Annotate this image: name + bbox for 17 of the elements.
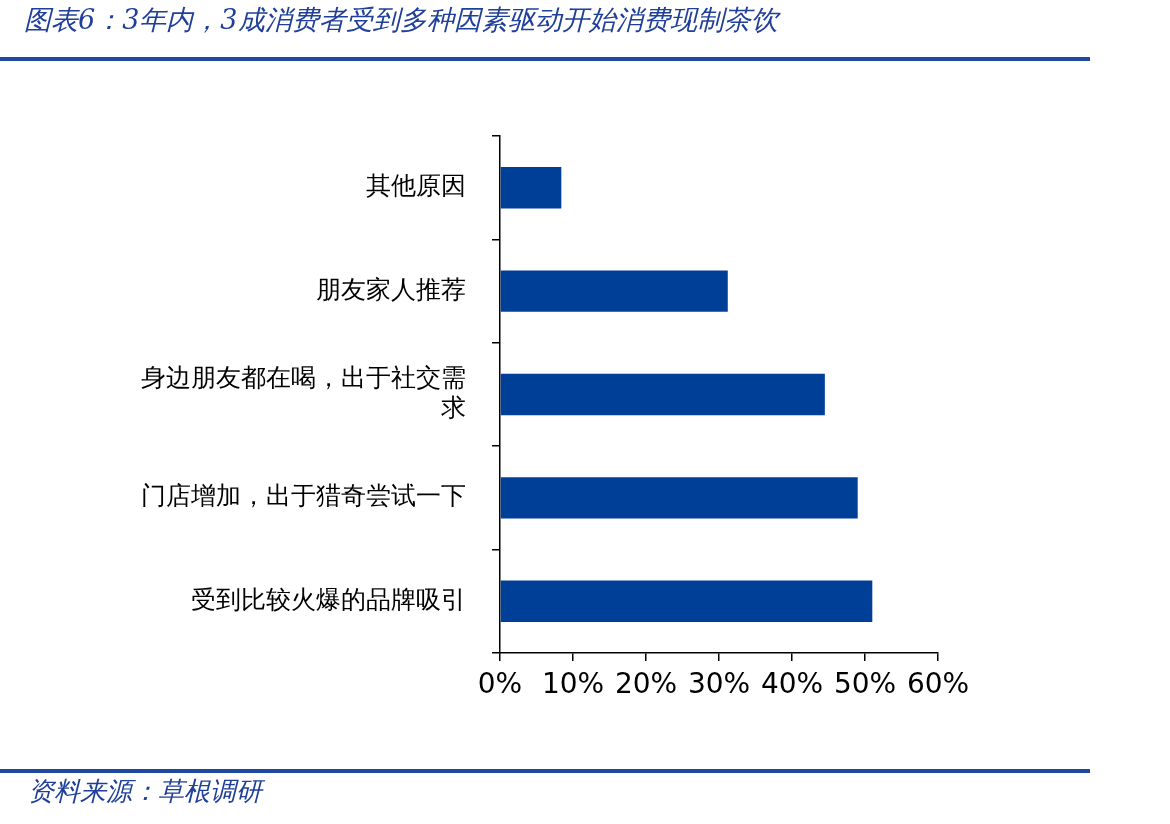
bar: [500, 477, 858, 519]
y-tick-label: 门店增加，出于猎奇尝试一下: [141, 481, 466, 511]
x-tick-label: 0%: [477, 667, 523, 701]
x-tick-label: 30%: [687, 667, 751, 701]
bar: [500, 373, 825, 416]
x-tick-label: 40%: [760, 667, 824, 701]
bar: [500, 270, 728, 312]
x-tick-label: 10%: [541, 667, 605, 701]
bar: [500, 167, 562, 209]
x-tick-label: 50%: [833, 667, 897, 701]
bar: [500, 580, 873, 622]
x-tick-label: 20%: [614, 667, 678, 701]
y-tick-label: 其他原因: [366, 171, 466, 201]
y-tick-label: 身边朋友都在喝，出于社交需求: [141, 363, 466, 422]
x-tick-label: 60%: [906, 667, 970, 701]
y-tick-label: 受到比较火爆的品牌吸引: [191, 584, 466, 614]
y-tick-label: 朋友家人推荐: [316, 274, 466, 304]
